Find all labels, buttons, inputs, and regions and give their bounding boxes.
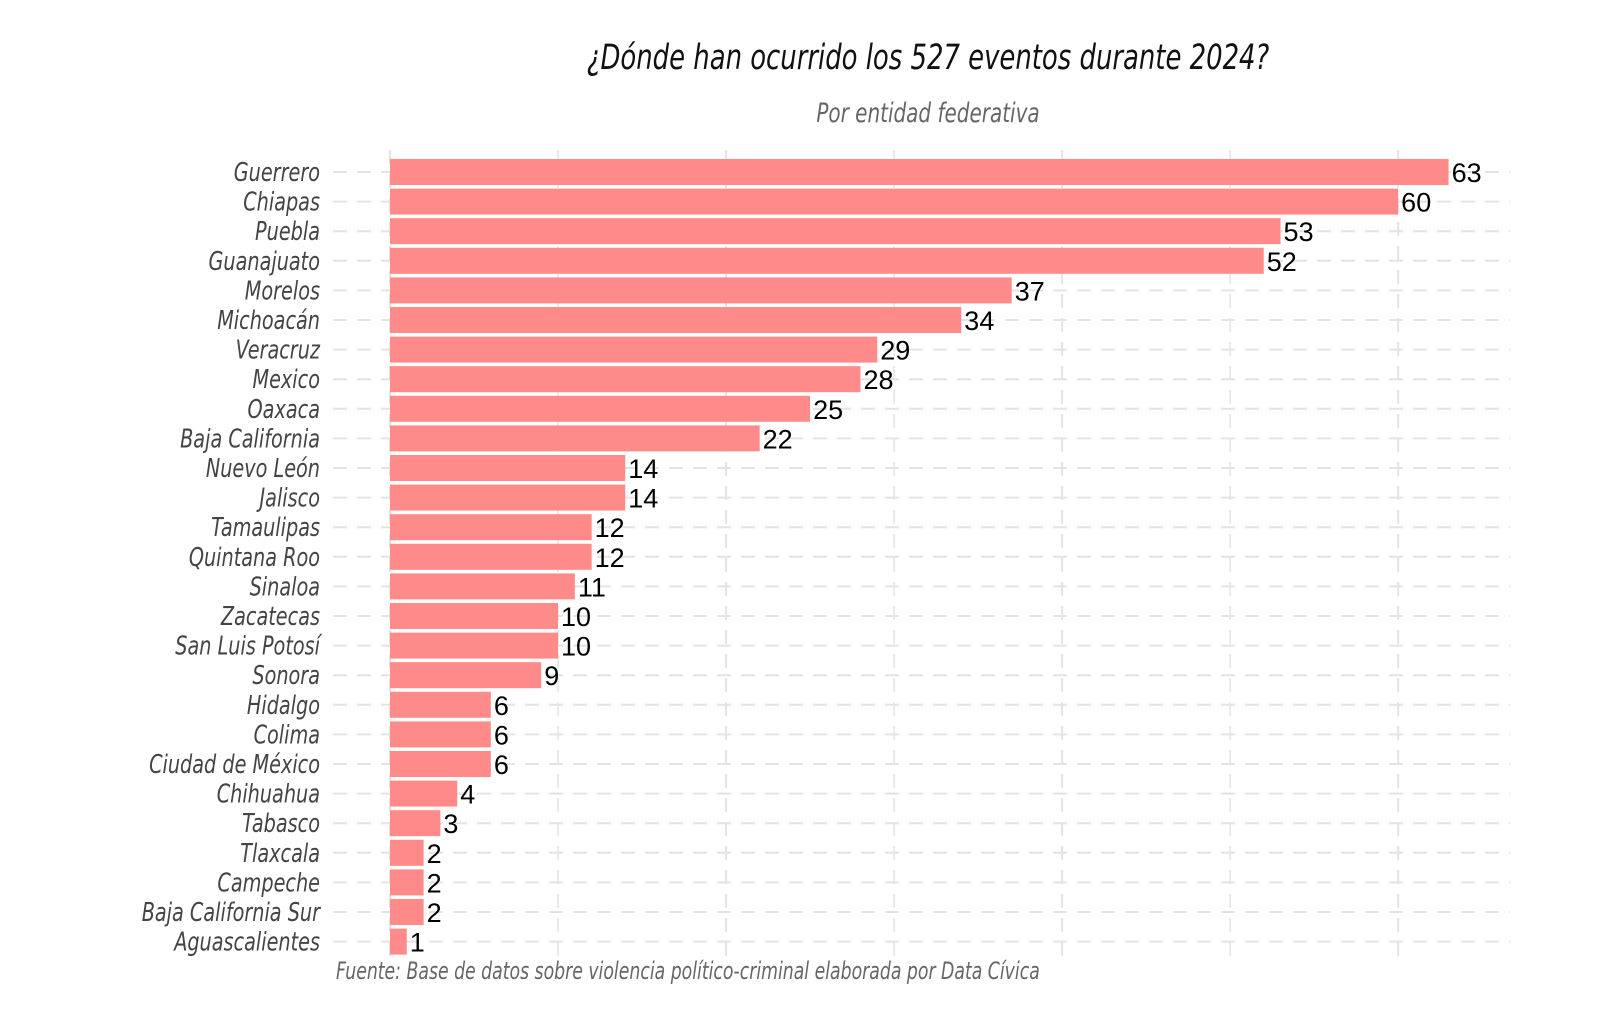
category-label: Tamaulipas [211, 513, 320, 543]
value-label: 53 [1284, 217, 1314, 247]
chart-caption: Fuente: Base de datos sobre violencia po… [336, 957, 1040, 985]
value-label: 14 [628, 454, 658, 484]
bar [390, 751, 491, 777]
value-label: 6 [494, 691, 509, 721]
category-label: Zacatecas [220, 602, 320, 632]
value-label: 29 [880, 336, 910, 366]
category-label: Tlaxcala [240, 839, 320, 869]
bar [390, 721, 491, 748]
category-label: San Luis Potosí [175, 632, 323, 662]
value-label: 63 [1452, 158, 1482, 188]
bar [390, 928, 407, 955]
bar [390, 395, 811, 422]
value-label: 37 [1015, 276, 1045, 306]
bar [390, 455, 626, 481]
category-label: Oaxaca [248, 395, 320, 425]
chart-title: ¿Dónde han ocurrido los 527 eventos dura… [586, 38, 1270, 78]
bar [390, 869, 424, 896]
category-label: Chiapas [243, 188, 320, 218]
category-label: Hidalgo [247, 691, 320, 721]
value-label: 3 [443, 809, 458, 839]
value-label: 1 [410, 928, 425, 958]
category-labels: GuerreroChiapasPueblaGuanajuatoMorelosMi… [142, 158, 323, 957]
bar [390, 603, 559, 629]
value-label: 6 [494, 750, 509, 780]
category-label: Mexico [253, 365, 320, 395]
bar [390, 543, 592, 570]
value-label: 22 [763, 424, 793, 454]
bar [390, 336, 878, 363]
value-label: 4 [460, 780, 475, 810]
value-label: 60 [1401, 188, 1431, 218]
value-label: 10 [561, 632, 591, 662]
value-label: 12 [595, 513, 625, 543]
category-label: Baja California [180, 425, 320, 455]
category-label: Chihuahua [217, 780, 320, 810]
chart-subtitle: Por entidad federativa [816, 98, 1040, 129]
bar [390, 573, 575, 600]
bars [390, 159, 1449, 955]
bar [390, 484, 626, 511]
bar [390, 425, 760, 452]
category-label: Guanajuato [209, 247, 320, 277]
bar [390, 780, 458, 807]
category-label: Morelos [245, 277, 320, 307]
category-label: Quintana Roo [189, 543, 320, 573]
bar [390, 247, 1264, 274]
value-label: 10 [561, 602, 591, 632]
value-label: 34 [964, 306, 994, 336]
bar [390, 366, 861, 393]
bar [390, 810, 441, 837]
bar [390, 188, 1399, 215]
bar [390, 159, 1449, 185]
bar [390, 691, 491, 718]
value-label: 28 [863, 365, 893, 395]
bar [390, 899, 424, 925]
value-label: 2 [427, 839, 442, 869]
category-label: Michoacán [217, 306, 320, 336]
category-label: Campeche [217, 869, 320, 899]
category-label: Colima [254, 721, 320, 751]
category-label: Tabasco [242, 809, 320, 839]
bar [390, 839, 424, 866]
category-label: Sinaloa [250, 573, 320, 603]
value-label: 52 [1267, 247, 1297, 277]
category-label: Aguascalientes [173, 928, 321, 958]
bar [390, 632, 559, 659]
bar [390, 662, 542, 689]
category-label: Baja California Sur [142, 898, 322, 928]
value-labels: 6360535237342928252214141212111010966643… [410, 158, 1482, 958]
bar [390, 514, 592, 541]
bar [390, 277, 1012, 304]
value-label: 14 [628, 484, 658, 514]
category-label: Guerrero [234, 158, 320, 188]
category-label: Nuevo León [206, 454, 320, 484]
category-label: Sonora [252, 661, 320, 691]
value-label: 2 [427, 868, 442, 898]
category-label: Veracruz [236, 336, 321, 366]
category-label: Puebla [255, 217, 320, 247]
bar [390, 218, 1281, 245]
category-label: Ciudad de México [149, 750, 320, 780]
category-label: Jalisco [256, 484, 320, 514]
value-label: 6 [494, 720, 509, 750]
value-label: 11 [578, 572, 606, 602]
value-label: 25 [813, 395, 843, 425]
bar [390, 307, 962, 333]
value-label: 9 [544, 661, 559, 691]
value-label: 2 [427, 898, 442, 928]
value-label: 12 [595, 543, 625, 573]
